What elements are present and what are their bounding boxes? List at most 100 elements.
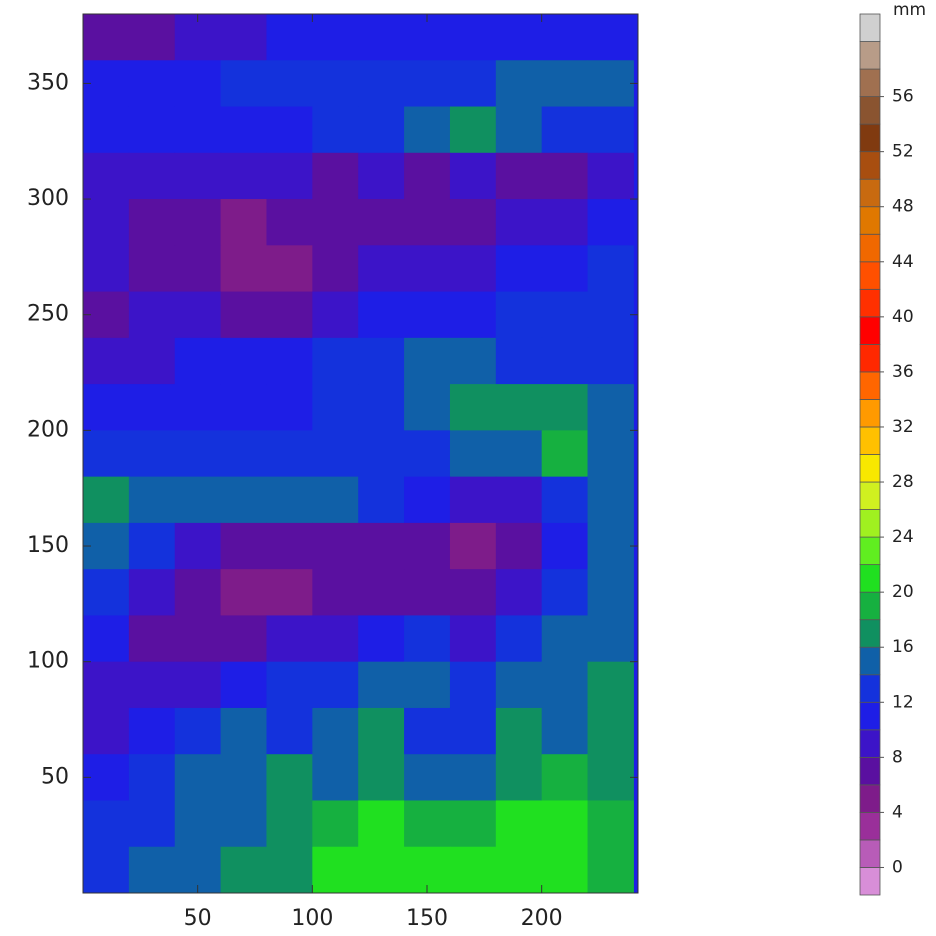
- cell: [83, 14, 130, 61]
- cell: [312, 199, 359, 246]
- cell: [312, 800, 359, 848]
- cell: [220, 106, 267, 154]
- x-tick-label: 100: [291, 906, 333, 931]
- colorbar-tick-label: 12: [892, 692, 914, 712]
- cell: [174, 106, 222, 154]
- colorbar-box: [859, 839, 881, 868]
- cell: [312, 60, 359, 108]
- cell: [358, 522, 405, 570]
- cell: [83, 569, 130, 616]
- colorbar-tick-label: 24: [892, 527, 914, 547]
- cell: [495, 754, 543, 801]
- cell: [587, 800, 634, 848]
- colorbar-tick-label: 0: [892, 857, 903, 877]
- cell: [358, 800, 405, 848]
- cell: [495, 661, 543, 709]
- cell: [220, 245, 267, 293]
- cell: [587, 245, 634, 293]
- colorbar-box: [859, 564, 881, 593]
- cell: [541, 800, 589, 848]
- colorbar-box: [859, 371, 881, 400]
- cell: [541, 615, 589, 663]
- cell: [541, 384, 589, 431]
- colorbar-box: [859, 288, 881, 318]
- cell: [495, 337, 543, 385]
- cell: [495, 60, 543, 108]
- colorbar-box: [859, 756, 881, 786]
- cell: [404, 476, 451, 524]
- cell: [312, 522, 359, 570]
- cell: [404, 337, 451, 385]
- cell: [404, 569, 451, 616]
- cell: [312, 615, 359, 663]
- cell: [449, 430, 497, 478]
- cell: [174, 707, 222, 755]
- colorbar-box: [859, 674, 881, 703]
- cell: [404, 152, 451, 200]
- cell: [358, 661, 405, 709]
- cell: [220, 707, 267, 755]
- cell: [312, 106, 359, 154]
- cell: [174, 569, 222, 616]
- cell: [358, 337, 405, 385]
- cell: [449, 707, 497, 755]
- cell: [174, 384, 222, 431]
- cell: [541, 661, 589, 709]
- colorbar-tick-label: 28: [892, 472, 914, 492]
- cell: [404, 291, 451, 339]
- cell: [220, 615, 267, 663]
- cell: [404, 245, 451, 293]
- cell: [174, 800, 222, 848]
- cell: [174, 199, 222, 246]
- colorbar-tick-label: 56: [892, 87, 914, 107]
- cell: [312, 337, 359, 385]
- cell: [174, 522, 222, 570]
- cell: [404, 754, 451, 801]
- cell: [541, 106, 589, 154]
- cell: [587, 384, 634, 431]
- cell: [495, 106, 543, 154]
- x-tick-label: 150: [406, 906, 448, 931]
- axes: 50 100 150 200 50 100 150 200 250 300 350: [27, 14, 638, 931]
- colorbar-box: [859, 701, 881, 731]
- colorbar-box: [859, 619, 881, 648]
- cell: [495, 384, 543, 431]
- cell: [128, 291, 176, 339]
- cell: [83, 152, 130, 200]
- colorbar-box: [859, 41, 881, 70]
- cell: [587, 337, 634, 385]
- cell: [541, 754, 589, 801]
- colorbar-tick-label: 20: [892, 582, 914, 602]
- cell: [83, 846, 130, 893]
- cell: [358, 106, 405, 154]
- cell: [220, 846, 267, 893]
- cell: [266, 199, 313, 246]
- cell: [404, 60, 451, 108]
- cell: [587, 754, 634, 801]
- cell: [174, 152, 222, 200]
- cell: [220, 476, 267, 524]
- cell: [266, 846, 313, 893]
- cell: [404, 106, 451, 154]
- cell: [128, 152, 176, 200]
- cell: [587, 846, 634, 893]
- cell: [312, 430, 359, 478]
- cell: [83, 430, 130, 478]
- cell: [358, 430, 405, 478]
- cell: [495, 846, 543, 893]
- cell: [312, 476, 359, 524]
- cell: [312, 661, 359, 709]
- colorbar-box: [859, 13, 881, 42]
- cell: [587, 569, 634, 616]
- colorbar-box: [859, 178, 881, 208]
- cell: [358, 152, 405, 200]
- cell: [266, 14, 313, 61]
- cell: [358, 846, 405, 893]
- cell: [541, 60, 589, 108]
- cell: [404, 384, 451, 431]
- cell: [83, 800, 130, 848]
- cell: [358, 245, 405, 293]
- cell: [495, 430, 543, 478]
- cell: [449, 754, 497, 801]
